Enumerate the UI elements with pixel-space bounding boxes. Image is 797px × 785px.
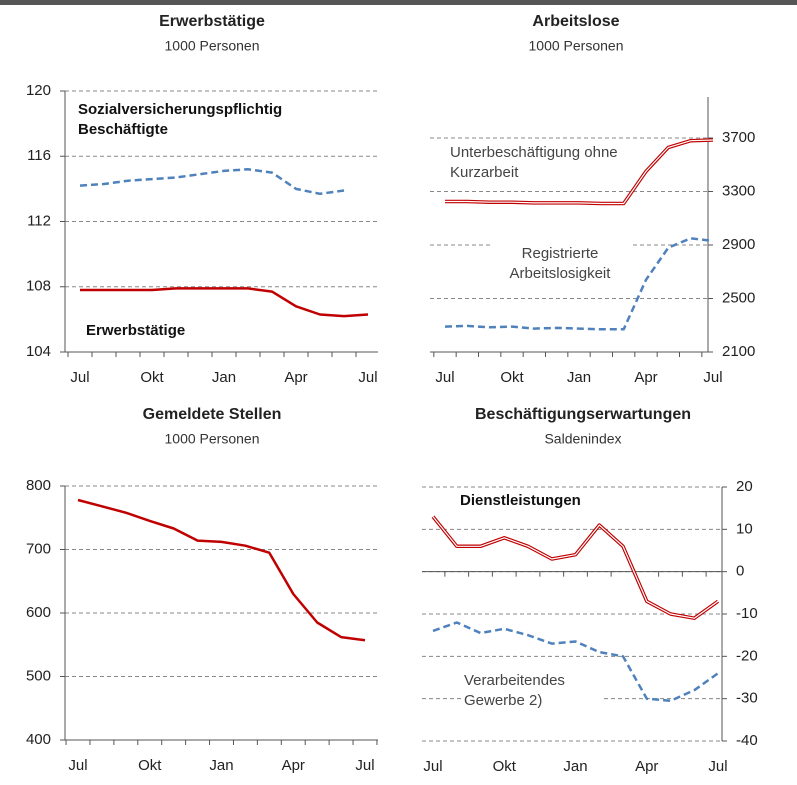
y-tick-label: -10: [736, 605, 758, 622]
y-tick-label: 108: [26, 278, 51, 295]
chart-title: Beschäftigungserwartungen: [475, 406, 691, 423]
chart-title: Arbeitslose: [532, 13, 619, 30]
x-tick-label: Jul: [435, 369, 454, 386]
series-line: [77, 498, 366, 642]
series-label: Dienstleistungen: [458, 491, 583, 511]
series-label-box: Sozialversicherungspflichtig Beschäftigt…: [76, 100, 346, 140]
x-tick-label: Jan: [567, 369, 591, 386]
y-tick-label: 2100: [722, 343, 755, 360]
y-tick-label: 120: [26, 82, 51, 99]
y-tick-label: -20: [736, 647, 758, 664]
x-tick-label: Jan: [209, 757, 233, 774]
y-tick-label: 400: [26, 731, 51, 748]
series-label-box: Erwerbstätige: [84, 321, 188, 341]
series-line: [444, 237, 714, 331]
y-tick-label: 2900: [722, 236, 755, 253]
x-tick-label: Apr: [282, 757, 305, 774]
chart-subtitle: 1000 Personen: [165, 38, 260, 54]
line-highlight: [432, 516, 719, 619]
series-label-box: Registrierte Arbeitslosigkeit: [490, 244, 630, 284]
series-label-box: Verarbeitendes Gewerbe 2): [462, 671, 602, 711]
y-tick-label: 3700: [722, 129, 755, 146]
top-bar: [0, 0, 797, 5]
x-tick-label: Jul: [703, 369, 722, 386]
x-tick-label: Jul: [355, 757, 374, 774]
series-label: Registrierte Arbeitslosigkeit: [490, 244, 630, 284]
y-tick-label: 0: [736, 563, 744, 580]
y-tick-label: 116: [27, 147, 51, 164]
x-tick-label: Apr: [284, 369, 307, 386]
y-tick-label: 3300: [722, 182, 755, 199]
x-tick-label: Jan: [212, 369, 236, 386]
x-tick-label: Jul: [423, 758, 442, 775]
y-tick-label: 800: [26, 477, 51, 494]
y-tick-label: 2500: [722, 289, 755, 306]
y-tick-label: -40: [736, 732, 758, 749]
x-tick-label: Jan: [563, 758, 587, 775]
chart-subtitle: 1000 Personen: [165, 431, 260, 447]
y-tick-label: 10: [736, 520, 753, 537]
y-tick-label: 112: [27, 212, 51, 229]
series-label: Unterbeschäftigung ohne Kurzarbeit: [448, 143, 628, 183]
x-tick-label: Apr: [634, 369, 657, 386]
y-tick-label: -30: [736, 690, 758, 707]
y-tick-label: 104: [26, 343, 51, 360]
y-tick-label: 500: [26, 667, 51, 684]
x-tick-label: Jul: [358, 369, 377, 386]
x-tick-label: Okt: [500, 369, 524, 386]
series-line: [79, 168, 345, 196]
y-tick-label: 600: [26, 604, 51, 621]
x-tick-label: Jul: [708, 758, 727, 775]
x-tick-label: Okt: [493, 758, 517, 775]
x-tick-label: Jul: [70, 369, 89, 386]
series-line: [80, 287, 369, 318]
x-tick-label: Jul: [68, 757, 87, 774]
series-label-box: Unterbeschäftigung ohne Kurzarbeit: [448, 143, 628, 183]
series-line: [432, 621, 719, 703]
y-tick-label: 700: [26, 540, 51, 557]
series-label-box: Dienstleistungen: [458, 491, 583, 511]
chart-title: Gemeldete Stellen: [143, 406, 282, 423]
y-tick-label: 20: [736, 478, 753, 495]
x-tick-label: Okt: [138, 757, 162, 774]
line-highlight: [445, 139, 714, 205]
x-tick-label: Apr: [635, 758, 658, 775]
chart-subtitle: 1000 Personen: [529, 38, 624, 54]
series-label: Erwerbstätige: [84, 321, 188, 341]
chart-subtitle: Saldenindex: [544, 431, 621, 447]
chart-title: Erwerbstätige: [159, 13, 265, 30]
series-label: Sozialversicherungspflichtig Beschäftigt…: [76, 100, 346, 140]
x-tick-label: Okt: [140, 369, 164, 386]
series-label: Verarbeitendes Gewerbe 2): [462, 671, 602, 711]
